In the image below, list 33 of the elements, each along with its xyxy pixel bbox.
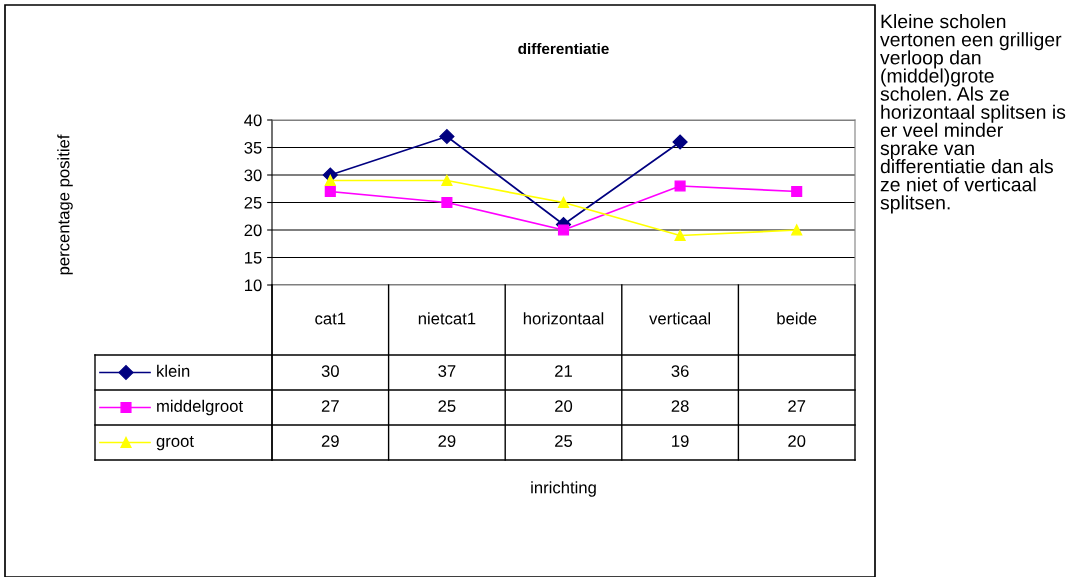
text: Kleine scholen vertonen een grilliger verloop dan (middel)grote scholen. Als ze horizontaal splitsen is er veel minder sprake van differentiatie dan als ze niet of verticaal splitsen. xyxy=(880,14,1066,214)
data-label: 29 xyxy=(321,435,339,447)
y-tick-label: 15 xyxy=(245,252,262,264)
text: inrichting xyxy=(531,481,596,497)
chart-title: differentiatie xyxy=(518,42,609,55)
legend-label: klein xyxy=(157,364,190,377)
data-label: 29 xyxy=(438,435,456,447)
text: percentage positief xyxy=(57,134,73,275)
y-tick-label: 40 xyxy=(244,114,262,127)
data-label: 20 xyxy=(555,400,573,412)
data-label: 30 xyxy=(321,365,339,377)
data-label: 28 xyxy=(671,400,689,412)
y-tick-label: 35 xyxy=(244,141,262,154)
legend-label: groot xyxy=(156,436,194,451)
data-label: 20 xyxy=(788,435,806,447)
y-tick-label: 30 xyxy=(244,169,262,182)
x-tick-label: cat1 xyxy=(315,312,346,325)
y-tick-label: 10 xyxy=(245,279,262,292)
data-label: 25 xyxy=(555,435,573,447)
x-tick-label: horizontaal xyxy=(523,312,604,325)
y-tick-label: 25 xyxy=(244,196,262,209)
x-tick-label: beide xyxy=(777,312,817,325)
data-label: 27 xyxy=(788,400,806,412)
data-label: 36 xyxy=(671,365,689,377)
data-label: 21 xyxy=(555,365,572,377)
data-label: 25 xyxy=(438,400,456,412)
data-label: 37 xyxy=(438,365,456,377)
data-label: 19 xyxy=(672,435,689,447)
y-tick-label: 20 xyxy=(244,224,262,237)
x-tick-label: nietcat1 xyxy=(418,312,476,325)
data-label: 27 xyxy=(321,400,339,412)
legend-label: middelgroot xyxy=(157,399,243,416)
x-tick-label: verticaal xyxy=(649,312,711,325)
